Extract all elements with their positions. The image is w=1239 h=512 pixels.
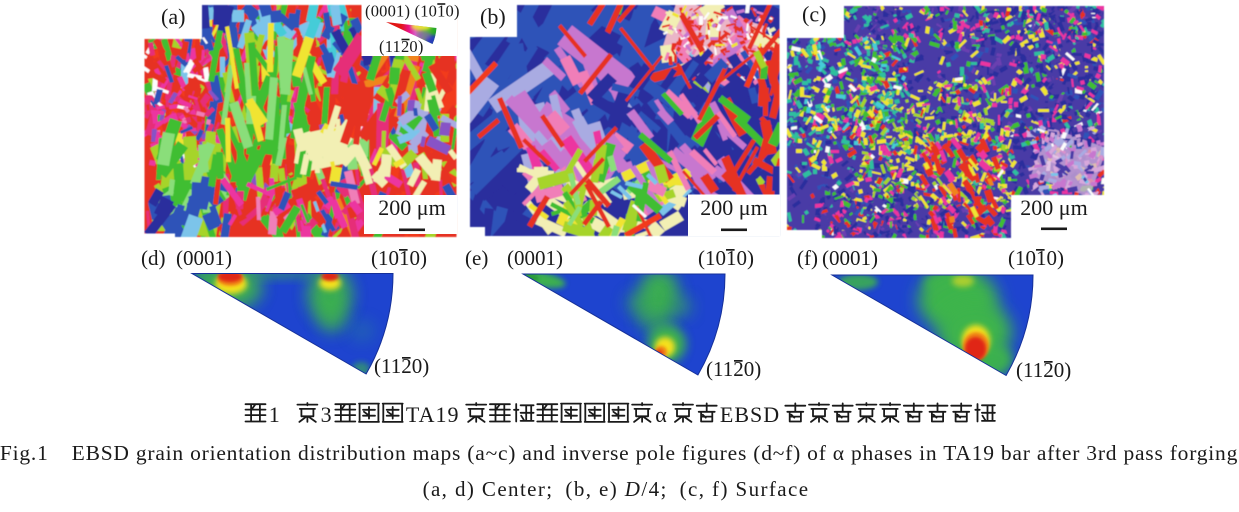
- svg-text:(f): (f): [797, 246, 818, 270]
- svg-text:(1120): (1120): [374, 354, 429, 378]
- svg-text:(0001): (0001): [822, 246, 878, 270]
- svg-text:3: 3: [321, 402, 333, 427]
- svg-text:(1120): (1120): [1016, 358, 1071, 382]
- svg-text:(b): (b): [480, 4, 506, 29]
- svg-text:EBSD: EBSD: [720, 402, 780, 427]
- svg-text:(a, d) Center; (b, e) D/4; (c,: (a, d) Center; (b, e) D/4; (c, f) Surfac…: [423, 477, 810, 501]
- svg-text:TA19: TA19: [406, 402, 460, 427]
- svg-text:(e): (e): [465, 246, 488, 270]
- svg-text:200 μm: 200 μm: [1020, 195, 1087, 220]
- svg-text:(1120): (1120): [706, 357, 761, 381]
- svg-text:(0001): (0001): [507, 246, 563, 270]
- svg-text:(c): (c): [802, 2, 826, 27]
- svg-text:(d): (d): [141, 246, 166, 270]
- svg-text:(0001) (1010): (0001) (1010): [365, 2, 460, 21]
- svg-text:(0001): (0001): [176, 246, 232, 270]
- svg-text:Fig.1 EBSD grain orientation: Fig.1 EBSD grain orientation distributio…: [0, 441, 1238, 465]
- svg-text:200 μm: 200 μm: [378, 195, 445, 220]
- svg-text:1: 1: [269, 402, 281, 427]
- svg-text:α: α: [655, 402, 668, 427]
- svg-text:(1120): (1120): [379, 37, 424, 56]
- svg-text:200 μm: 200 μm: [700, 195, 767, 220]
- svg-text:(a): (a): [161, 4, 185, 29]
